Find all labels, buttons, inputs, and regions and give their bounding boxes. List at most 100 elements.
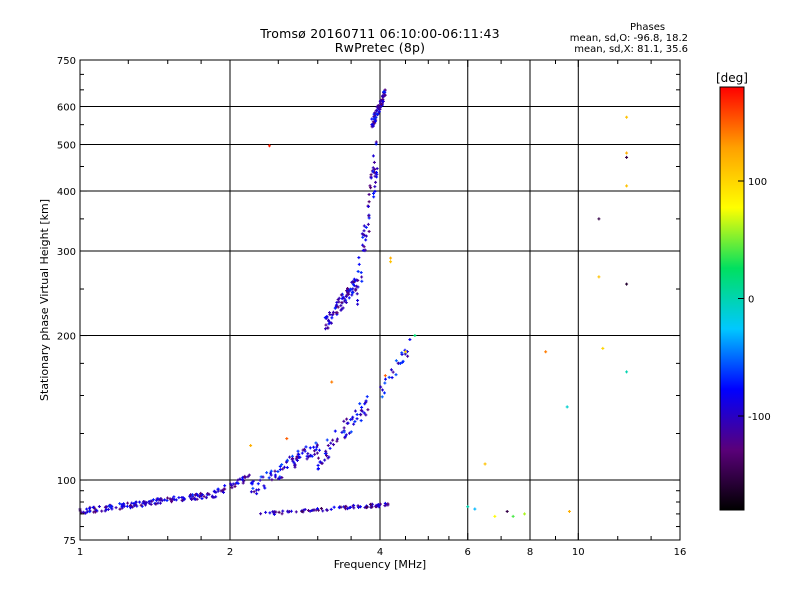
- data-point: [206, 491, 210, 495]
- data-point: [88, 507, 92, 511]
- data-point: [270, 478, 274, 482]
- data-point: [267, 144, 271, 148]
- data-point: [328, 446, 332, 450]
- data-point: [367, 192, 371, 196]
- data-point: [356, 269, 360, 273]
- data-point: [290, 457, 294, 461]
- data-point: [357, 262, 361, 266]
- data-point: [381, 388, 385, 392]
- data-point: [400, 351, 404, 355]
- data-point: [126, 501, 130, 505]
- data-point: [84, 511, 88, 515]
- data-point: [303, 507, 307, 511]
- data-point: [505, 509, 509, 513]
- data-point: [334, 304, 338, 308]
- data-point: [324, 327, 328, 331]
- data-point: [625, 115, 629, 119]
- data-point: [346, 421, 350, 425]
- data-point: [255, 492, 259, 496]
- data-point: [305, 457, 309, 461]
- data-point: [625, 184, 629, 188]
- data-point: [139, 503, 143, 507]
- data-point: [373, 111, 377, 115]
- data-point: [374, 109, 378, 113]
- data-point: [373, 167, 377, 171]
- data-point: [359, 413, 363, 417]
- data-point: [356, 302, 360, 306]
- x-tick-label: 6: [465, 547, 471, 558]
- data-point: [328, 311, 332, 315]
- data-point: [190, 497, 194, 501]
- data-point: [134, 500, 138, 504]
- data-point: [315, 443, 319, 447]
- data-point: [258, 478, 262, 482]
- data-point: [365, 395, 369, 399]
- data-point: [291, 459, 295, 463]
- data-point: [367, 200, 371, 204]
- data-point: [390, 376, 394, 380]
- data-point: [312, 508, 316, 512]
- data-point: [267, 476, 271, 480]
- data-point: [597, 275, 601, 279]
- data-point: [565, 405, 569, 409]
- data-point: [285, 437, 289, 441]
- data-point: [625, 151, 629, 155]
- data-point: [110, 507, 114, 511]
- data-point: [286, 509, 290, 513]
- data-point: [362, 245, 366, 249]
- data-point: [97, 505, 101, 509]
- data-point: [366, 222, 370, 226]
- data-point: [374, 119, 378, 123]
- data-point: [342, 296, 346, 300]
- data-point: [360, 405, 364, 409]
- data-point: [269, 471, 273, 475]
- data-point: [316, 467, 320, 471]
- data-point: [212, 489, 216, 493]
- data-point: [313, 452, 317, 456]
- x-tick-label: 8: [527, 547, 533, 558]
- data-point: [264, 510, 268, 514]
- data-point: [141, 501, 145, 505]
- data-point: [280, 512, 284, 516]
- data-point: [331, 438, 335, 442]
- data-point: [314, 441, 318, 445]
- data-point: [317, 448, 321, 452]
- data-point: [372, 117, 376, 121]
- y-tick-label: 600: [57, 103, 76, 114]
- data-point: [314, 448, 318, 452]
- data-point: [294, 510, 298, 514]
- data-point: [365, 505, 369, 509]
- data-point: [567, 509, 571, 513]
- data-point: [383, 391, 387, 395]
- data-point: [223, 484, 227, 488]
- data-point: [337, 506, 341, 510]
- data-point: [230, 486, 234, 490]
- data-point: [143, 500, 147, 504]
- data-point: [214, 490, 218, 494]
- data-point: [249, 444, 253, 448]
- data-point: [389, 368, 393, 372]
- data-point: [236, 481, 240, 485]
- data-point: [341, 306, 345, 310]
- data-point: [310, 454, 314, 458]
- data-point: [326, 444, 330, 448]
- data-point: [200, 493, 204, 497]
- data-point: [379, 103, 383, 107]
- data-point: [200, 497, 204, 501]
- data-point: [318, 460, 322, 464]
- data-point: [346, 507, 350, 511]
- data-point: [347, 296, 351, 300]
- data-point: [337, 296, 341, 300]
- y-tick-label: 200: [57, 332, 76, 343]
- data-point: [364, 234, 368, 238]
- data-point: [251, 486, 255, 490]
- data-point: [256, 482, 260, 486]
- data-point: [229, 482, 233, 486]
- data-point: [263, 486, 267, 490]
- data-point: [368, 184, 372, 188]
- y-tick-label: 100: [57, 476, 76, 487]
- data-point: [335, 311, 339, 315]
- data-point: [389, 256, 393, 260]
- data-point: [381, 95, 385, 99]
- data-point: [278, 464, 282, 468]
